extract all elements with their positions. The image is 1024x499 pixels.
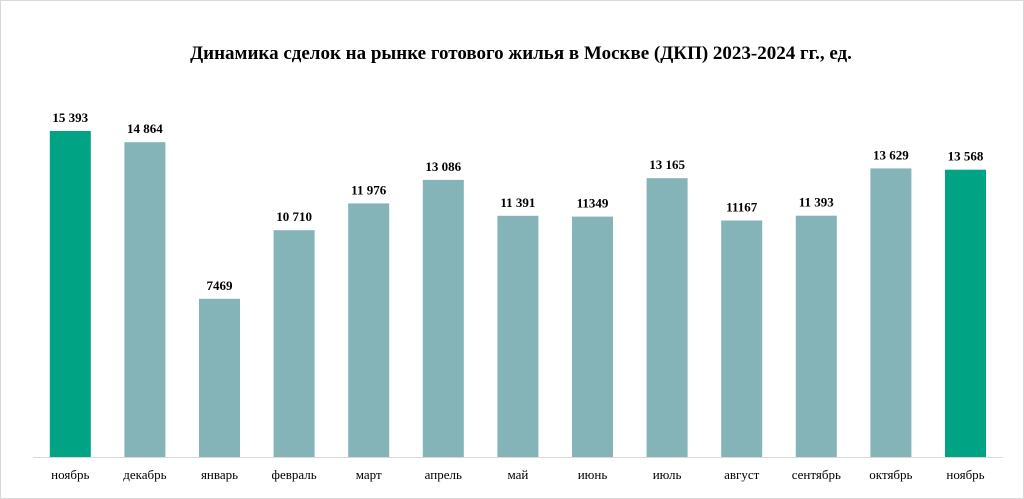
bars-layer	[49, 131, 986, 457]
category-label-13: ноябрь	[946, 467, 984, 482]
bar-8	[572, 216, 613, 457]
value-label-11: 11 393	[799, 195, 835, 210]
value-label-10: 11167	[726, 200, 758, 215]
category-label-7: май	[507, 467, 528, 482]
category-label-3: январь	[201, 467, 238, 482]
bar-1	[49, 131, 91, 457]
category-label-4: февраль	[272, 467, 317, 482]
bar-9	[646, 178, 688, 457]
category-label-12: октябрь	[869, 467, 912, 482]
value-label-2: 14 864	[127, 121, 163, 136]
category-label-10: август	[724, 467, 760, 482]
category-label-6: апрель	[425, 467, 462, 482]
bar-4	[273, 230, 315, 457]
bar-10	[721, 220, 763, 457]
category-label-2: декабрь	[123, 467, 166, 482]
value-label-1: 15 393	[52, 110, 88, 125]
category-label-5: март	[356, 467, 382, 482]
category-label-9: июль	[653, 467, 682, 482]
value-label-12: 13 629	[873, 147, 909, 162]
bar-11	[795, 215, 837, 457]
value-label-8: 11349	[577, 196, 609, 211]
category-label-1: ноябрь	[51, 467, 89, 482]
category-label-11: сентябрь	[792, 467, 841, 482]
value-label-5: 11 976	[351, 182, 387, 197]
value-label-6: 13 086	[425, 159, 461, 174]
category-label-8: июнь	[578, 467, 608, 482]
labels-layer: 15 393 ноябрь 14 864 декабрь 7469 январь 10 71…	[51, 110, 985, 482]
chart-title: Динамика сделок на рынке готового жилья …	[190, 43, 852, 64]
value-label-4: 10 710	[276, 209, 312, 224]
value-label-9: 13 165	[649, 157, 685, 172]
value-label-3: 7469	[207, 278, 234, 293]
bar-13	[945, 169, 986, 457]
bar-7	[497, 215, 539, 457]
bar-3	[199, 298, 240, 457]
bar-12	[870, 168, 912, 457]
bar-5	[348, 203, 390, 457]
bar-2	[124, 142, 166, 457]
value-label-13: 13 568	[948, 149, 984, 164]
value-label-7: 11 391	[500, 195, 535, 210]
bar-6	[422, 179, 464, 457]
